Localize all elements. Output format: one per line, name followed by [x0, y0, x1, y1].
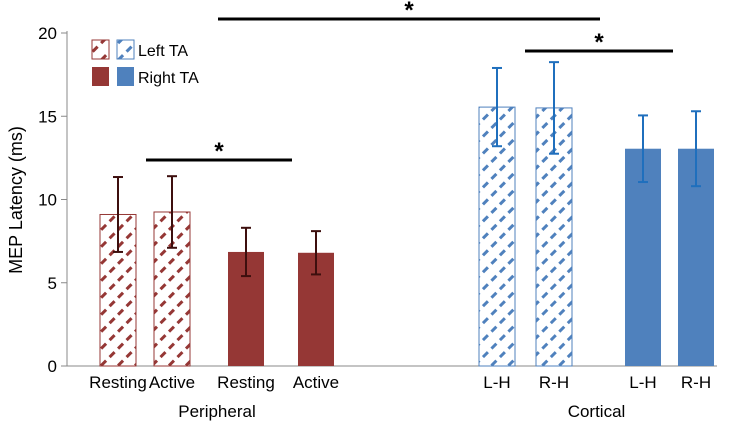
- error-bars: [113, 61, 701, 278]
- legend-swatch-right-ta-red: [92, 67, 109, 86]
- group-label-peripheral: Peripheral: [178, 402, 256, 421]
- x-category-label: L-H: [483, 373, 510, 392]
- category-labels: Resting Active Resting Active L-H R-H L-H R-HPe…: [89, 373, 711, 421]
- y-tick-label: 15: [38, 107, 57, 126]
- y-axis-label: MEP Latency (ms): [6, 126, 26, 274]
- x-category-label: R-H: [539, 373, 569, 392]
- group-label-cortical: Cortical: [568, 402, 626, 421]
- significance-star: *: [594, 29, 604, 56]
- legend-swatch-left-ta-red: [91, 39, 110, 60]
- significance-markers: * * *: [146, 0, 673, 165]
- legend-label-left-ta: Left TA: [138, 43, 188, 60]
- legend-swatch-left-ta-blue: [116, 39, 135, 60]
- y-tick-label: 0: [48, 357, 57, 376]
- y-tick-label: 5: [48, 274, 57, 293]
- bars: [99, 106, 714, 367]
- x-category-label: Resting: [217, 373, 275, 392]
- legend-swatch-right-ta-blue: [117, 67, 134, 86]
- x-category-label: L-H: [629, 373, 656, 392]
- significance-star: *: [404, 0, 414, 24]
- bar-cortical-l-h-right: [625, 148, 661, 366]
- y-tick-label: 20: [38, 24, 57, 43]
- legend-label-right-ta: Right TA: [138, 70, 199, 87]
- legend: Left TA Right TA: [91, 39, 199, 87]
- bar-cortical-l-h-left: [478, 106, 516, 367]
- x-category-label: Active: [149, 373, 195, 392]
- y-tick-label: 10: [38, 191, 57, 210]
- x-category-label: R-H: [681, 373, 711, 392]
- x-category-label: Active: [293, 373, 339, 392]
- significance-star: *: [214, 138, 224, 165]
- x-category-label: Resting: [89, 373, 147, 392]
